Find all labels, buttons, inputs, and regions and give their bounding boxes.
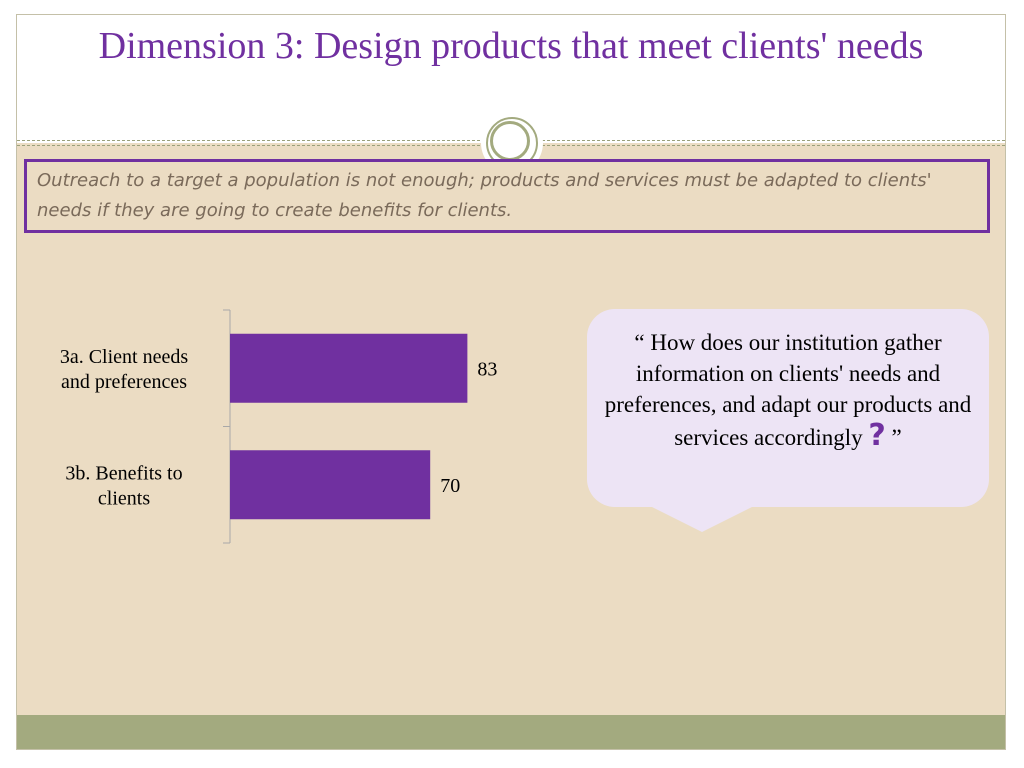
callout-text: “ How does our institution gather inform…: [599, 327, 977, 453]
slide-title: Dimension 3: Design products that meet c…: [98, 25, 924, 67]
callout-bubble: “ How does our institution gather inform…: [587, 309, 989, 507]
intro-box: Outreach to a target a population is not…: [24, 159, 990, 233]
callout-close-quote: ”: [891, 425, 902, 450]
callout-tail: [650, 506, 754, 532]
intro-text: Outreach to a target a population is not…: [37, 170, 932, 221]
question-mark-icon: ?: [868, 418, 886, 453]
callout-question: How does our institution gather informat…: [604, 330, 972, 450]
footer-bar: [17, 715, 1005, 749]
callout-open-quote: “: [634, 330, 645, 355]
ornament-inner-ring: [490, 121, 530, 161]
